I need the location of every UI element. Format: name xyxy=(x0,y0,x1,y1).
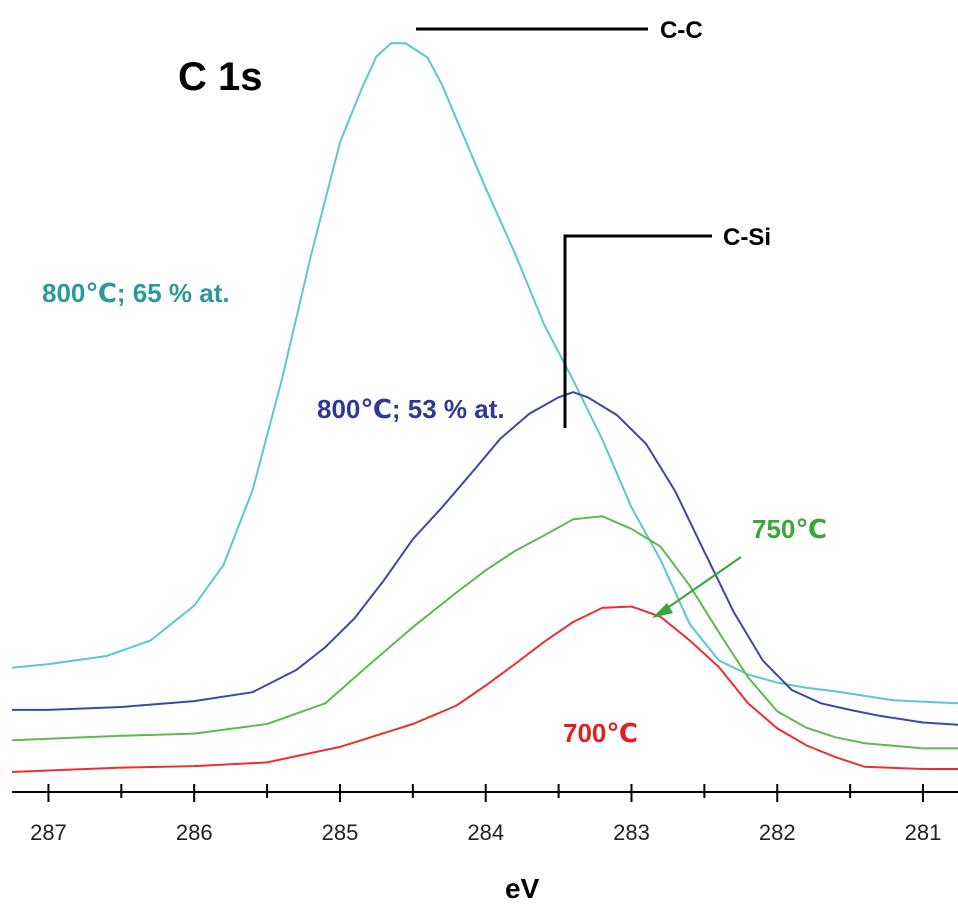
x-tick-label-3: 284 xyxy=(467,820,504,845)
x-tick-label-0: 287 xyxy=(30,820,67,845)
x-axis-title: eV xyxy=(505,873,540,904)
series-line-2 xyxy=(11,515,958,750)
series-line-0 xyxy=(11,42,958,705)
series-line-1 xyxy=(12,391,958,726)
label-700: 700℃ xyxy=(563,718,638,748)
x-tick-label-6: 281 xyxy=(905,820,942,845)
label-800-65: 800℃; 65 % at. xyxy=(42,278,230,308)
c-c-annotation: C-C xyxy=(660,17,703,44)
x-axis-ticks: 287 286 285 284 283 282 281 xyxy=(30,784,941,845)
series-layer xyxy=(11,42,958,773)
c-si-marker-line xyxy=(563,234,712,428)
chart-title: C 1s xyxy=(178,55,263,99)
label-750: 750℃ xyxy=(752,514,827,544)
series-line-3 xyxy=(11,605,958,773)
x-tick-label-4: 283 xyxy=(613,820,650,845)
label-750-arrowhead xyxy=(652,603,673,618)
x-tick-label-5: 282 xyxy=(759,820,796,845)
label-750-arrow xyxy=(662,556,742,612)
c-si-annotation: C-Si xyxy=(723,224,771,251)
x-tick-label-1: 286 xyxy=(176,820,213,845)
label-800-53: 800℃; 53 % at. xyxy=(317,394,505,424)
x-tick-label-2: 285 xyxy=(322,820,359,845)
